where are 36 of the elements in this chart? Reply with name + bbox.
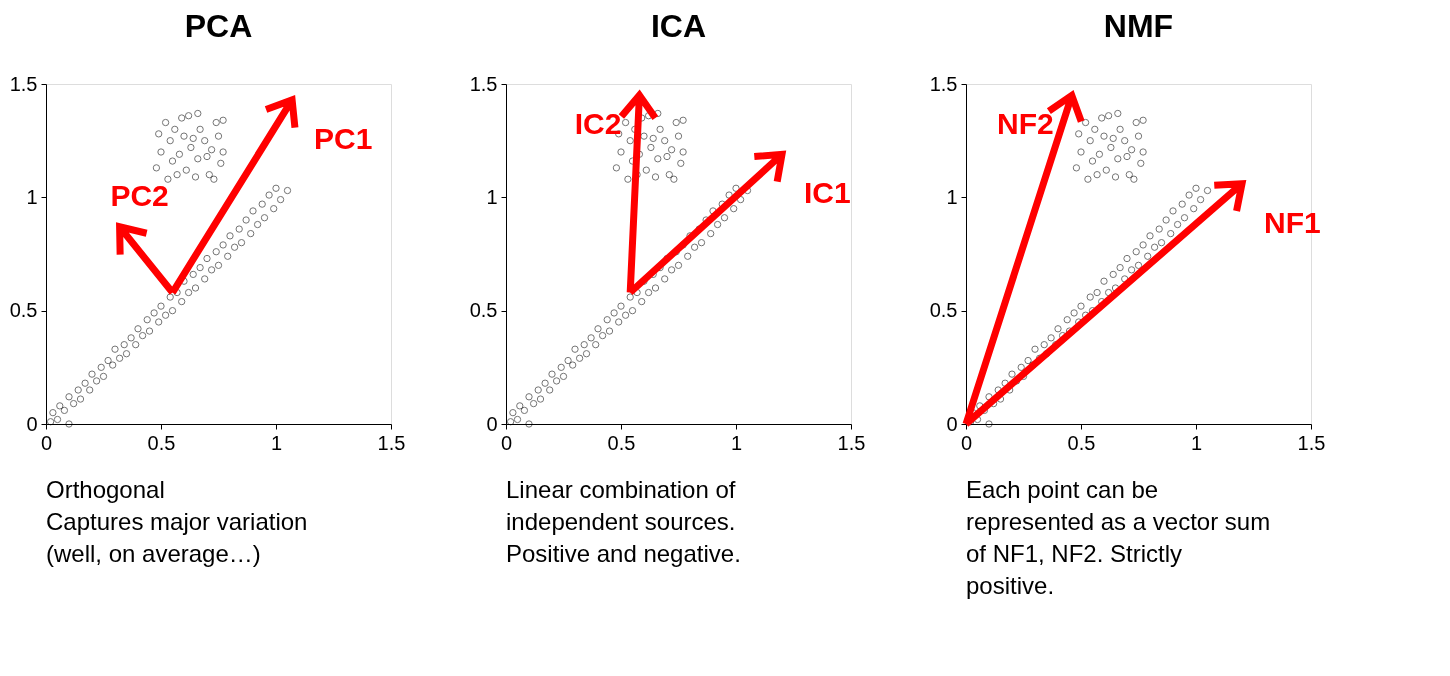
y-tick-label: 1: [26, 185, 38, 208]
y-tick-label: 0: [26, 412, 38, 435]
chart-title: ICA: [650, 8, 707, 44]
y-tick-label: 0.5: [929, 299, 958, 322]
series-label: PC2: [110, 178, 169, 212]
series-label: PC1: [314, 121, 373, 155]
y-tick-label: 1.5: [9, 72, 38, 95]
text: Linear combination of independent sources. Positive and negative.: [506, 476, 741, 567]
x-tick-label: 1.5: [377, 431, 406, 454]
y-tick-label: 0.5: [9, 299, 38, 322]
x-tick-label: 1.5: [1297, 431, 1326, 454]
x-tick-label: 0: [40, 431, 53, 454]
x-tick-label: 1: [730, 431, 743, 454]
text: Each point can be represented as a vector sum of NF1, NF2. Strictly positive.: [966, 476, 1271, 599]
x-tick-label: 0: [960, 431, 973, 454]
y-tick-label: 1: [486, 185, 498, 208]
legend-label: NF2: [997, 107, 1054, 141]
x-tick-label: 1: [1190, 431, 1203, 454]
y-tick-label: 0.5: [469, 299, 498, 322]
y-tick-label: 1.5: [469, 72, 498, 95]
chart-title: NMF: [1103, 8, 1174, 44]
legend-label: IC2: [574, 107, 622, 141]
y-tick-label: 0: [946, 412, 958, 435]
x-tick-label: 0.5: [147, 431, 176, 454]
x-tick-label: 0.5: [607, 431, 636, 454]
x-tick-label: 0: [500, 431, 513, 454]
y-tick-label: 1: [946, 185, 958, 208]
y-tick-label: 1.5: [929, 72, 958, 95]
y-tick-label: 0: [486, 412, 498, 435]
text: Orthogonal Captures major variation (well, on average…): [46, 476, 308, 567]
series-label: IC1: [804, 176, 851, 210]
series-label: NF1: [1264, 205, 1321, 239]
x-tick-label: 1: [270, 431, 283, 454]
x-tick-label: 0.5: [1067, 431, 1096, 454]
chart-title: PCA: [184, 8, 253, 44]
x-tick-label: 1.5: [837, 431, 866, 454]
